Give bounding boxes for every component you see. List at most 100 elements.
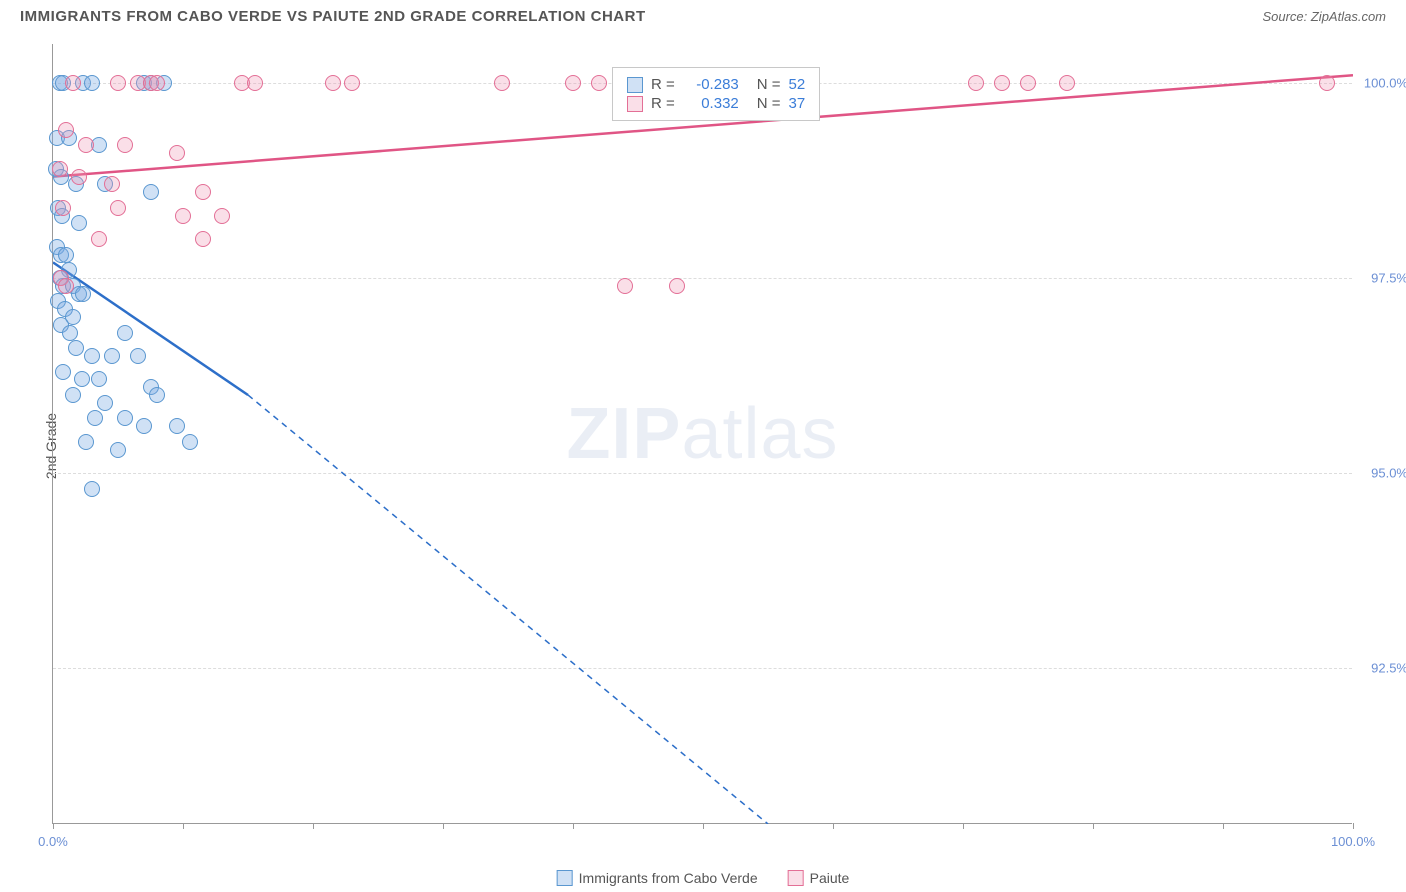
data-point [58,278,74,294]
data-point [994,75,1010,91]
legend-label: Immigrants from Cabo Verde [579,870,758,886]
data-point [78,137,94,153]
y-tick-label: 95.0% [1358,466,1406,481]
data-point [182,434,198,450]
data-point [87,410,103,426]
data-point [175,208,191,224]
chart-title: IMMIGRANTS FROM CABO VERDE VS PAIUTE 2ND… [20,8,646,25]
trend-lines [53,44,1353,824]
x-tick [1223,823,1224,829]
n-label: N = [757,95,781,112]
data-point [117,137,133,153]
x-tick [313,823,314,829]
n-value: 52 [789,76,806,93]
y-tick-label: 92.5% [1358,661,1406,676]
x-tick [1353,823,1354,829]
data-point [55,364,71,380]
data-point [494,75,510,91]
data-point [110,442,126,458]
data-point [130,348,146,364]
legend-swatch [788,870,804,886]
data-point [968,75,984,91]
legend-swatch [627,77,643,93]
data-point [58,247,74,263]
data-point [1059,75,1075,91]
data-point [62,325,78,341]
y-tick-label: 97.5% [1358,271,1406,286]
x-tick [573,823,574,829]
data-point [195,231,211,247]
data-point [55,200,71,216]
legend-item: Immigrants from Cabo Verde [557,870,758,886]
source-label: Source: ZipAtlas.com [1262,9,1386,24]
data-point [1020,75,1036,91]
data-point [669,278,685,294]
legend-swatch [557,870,573,886]
legend-item: Paiute [788,870,850,886]
x-tick-label: 100.0% [1331,834,1375,849]
x-tick [1093,823,1094,829]
data-point [247,75,263,91]
gridline [53,473,1352,474]
data-point [110,200,126,216]
data-point [169,145,185,161]
data-point [591,75,607,91]
r-label: R = [651,95,675,112]
data-point [214,208,230,224]
x-tick [183,823,184,829]
data-point [117,325,133,341]
data-point [71,215,87,231]
data-point [136,418,152,434]
data-point [97,395,113,411]
data-point [149,387,165,403]
data-point [78,434,94,450]
data-point [1319,75,1335,91]
data-point [84,481,100,497]
data-point [75,286,91,302]
data-point [195,184,211,200]
data-point [84,75,100,91]
data-point [149,75,165,91]
data-point [117,410,133,426]
r-label: R = [651,76,675,93]
x-tick [963,823,964,829]
r-value: 0.332 [683,95,739,112]
x-tick [703,823,704,829]
data-point [52,161,68,177]
bottom-legend: Immigrants from Cabo Verde Paiute [557,870,850,886]
x-tick [833,823,834,829]
n-label: N = [757,76,781,93]
stats-row: R = 0.332 N = 37 [627,95,805,112]
x-tick [53,823,54,829]
data-point [169,418,185,434]
n-value: 37 [789,95,806,112]
data-point [68,340,84,356]
data-point [325,75,341,91]
data-point [104,176,120,192]
data-point [565,75,581,91]
data-point [91,371,107,387]
gridline [53,278,1352,279]
chart-plot-area: ZIPatlas 92.5%95.0%97.5%100.0%0.0%100.0%… [52,44,1352,824]
y-tick-label: 100.0% [1358,76,1406,91]
gridline [53,668,1352,669]
data-point [617,278,633,294]
data-point [91,231,107,247]
stats-box: R = -0.283 N = 52 R = 0.332 N = 37 [612,67,820,121]
data-point [84,348,100,364]
data-point [65,75,81,91]
x-tick-label: 0.0% [38,834,68,849]
data-point [143,184,159,200]
data-point [344,75,360,91]
data-point [110,75,126,91]
r-value: -0.283 [683,76,739,93]
data-point [65,387,81,403]
stats-row: R = -0.283 N = 52 [627,76,805,93]
x-tick [443,823,444,829]
legend-label: Paiute [810,870,850,886]
legend-swatch [627,96,643,112]
data-point [71,169,87,185]
data-point [104,348,120,364]
watermark: ZIPatlas [566,393,838,475]
data-point [58,122,74,138]
